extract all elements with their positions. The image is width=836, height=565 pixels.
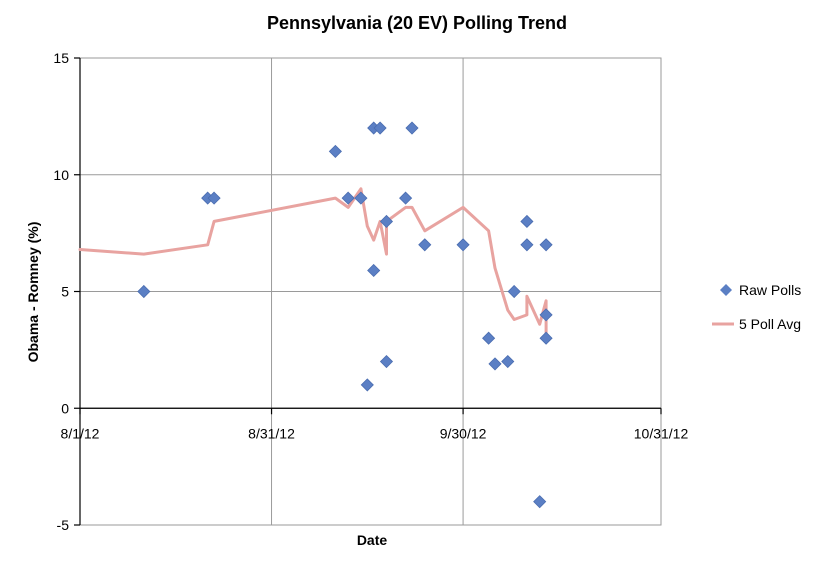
data-point-raw-poll (501, 354, 515, 369)
series-line-5-poll-avg (78, 187, 548, 335)
data-point-raw-poll (533, 495, 547, 509)
data-point-raw-poll (539, 331, 553, 345)
data-point-raw-poll (482, 331, 496, 345)
chart-title: Pennsylvania (20 EV) Polling Trend (267, 13, 567, 33)
data-point-raw-poll (360, 378, 374, 392)
data-point-raw-poll (379, 214, 394, 229)
y-tick-label: 0 (61, 400, 69, 416)
data-point-raw-poll (507, 284, 521, 299)
data-point-raw-poll (520, 238, 534, 252)
y-tick-label: 10 (53, 167, 69, 183)
legend: Raw Polls 5 Poll Avg (712, 282, 801, 332)
raw-polls-layer (137, 121, 553, 509)
data-point-raw-poll (328, 144, 342, 158)
y-tick-label: 5 (61, 284, 69, 300)
legend-label-5-poll-avg: 5 Poll Avg (739, 316, 801, 332)
data-point-raw-poll (373, 121, 387, 135)
axes (74, 57, 662, 526)
data-point-raw-poll (488, 357, 502, 371)
x-tick-label: 9/30/12 (440, 425, 487, 441)
data-point-raw-poll (399, 191, 413, 205)
data-point-raw-poll (456, 238, 470, 252)
data-point-raw-poll (207, 191, 221, 205)
data-point-raw-poll (354, 191, 368, 205)
data-point-raw-poll (137, 284, 151, 299)
data-point-raw-poll (379, 354, 394, 369)
x-axis-title: Date (357, 532, 388, 548)
data-point-raw-poll (539, 238, 553, 252)
data-point-raw-poll (418, 238, 432, 252)
data-point-raw-poll (539, 308, 553, 322)
y-axis-title: Obama - Romney (%) (25, 222, 41, 363)
x-tick-label: 8/1/12 (61, 425, 100, 441)
tick-labels: -5 0 5 10 15 8/1/12 8/31/12 9/30/12 10/31/12 (53, 50, 688, 533)
data-point-raw-poll (405, 121, 419, 135)
data-point-raw-poll (367, 263, 381, 278)
x-tick-label: 10/31/12 (634, 425, 689, 441)
x-tick-label: 8/31/12 (248, 425, 295, 441)
data-point-raw-poll (520, 214, 534, 229)
legend-marker-raw-polls (720, 284, 732, 296)
y-tick-label: -5 (57, 517, 70, 533)
data-point-raw-poll (341, 191, 355, 205)
avg-line-layer (78, 187, 548, 335)
legend-label-raw-polls: Raw Polls (739, 282, 801, 298)
y-tick-label: 15 (53, 50, 69, 66)
